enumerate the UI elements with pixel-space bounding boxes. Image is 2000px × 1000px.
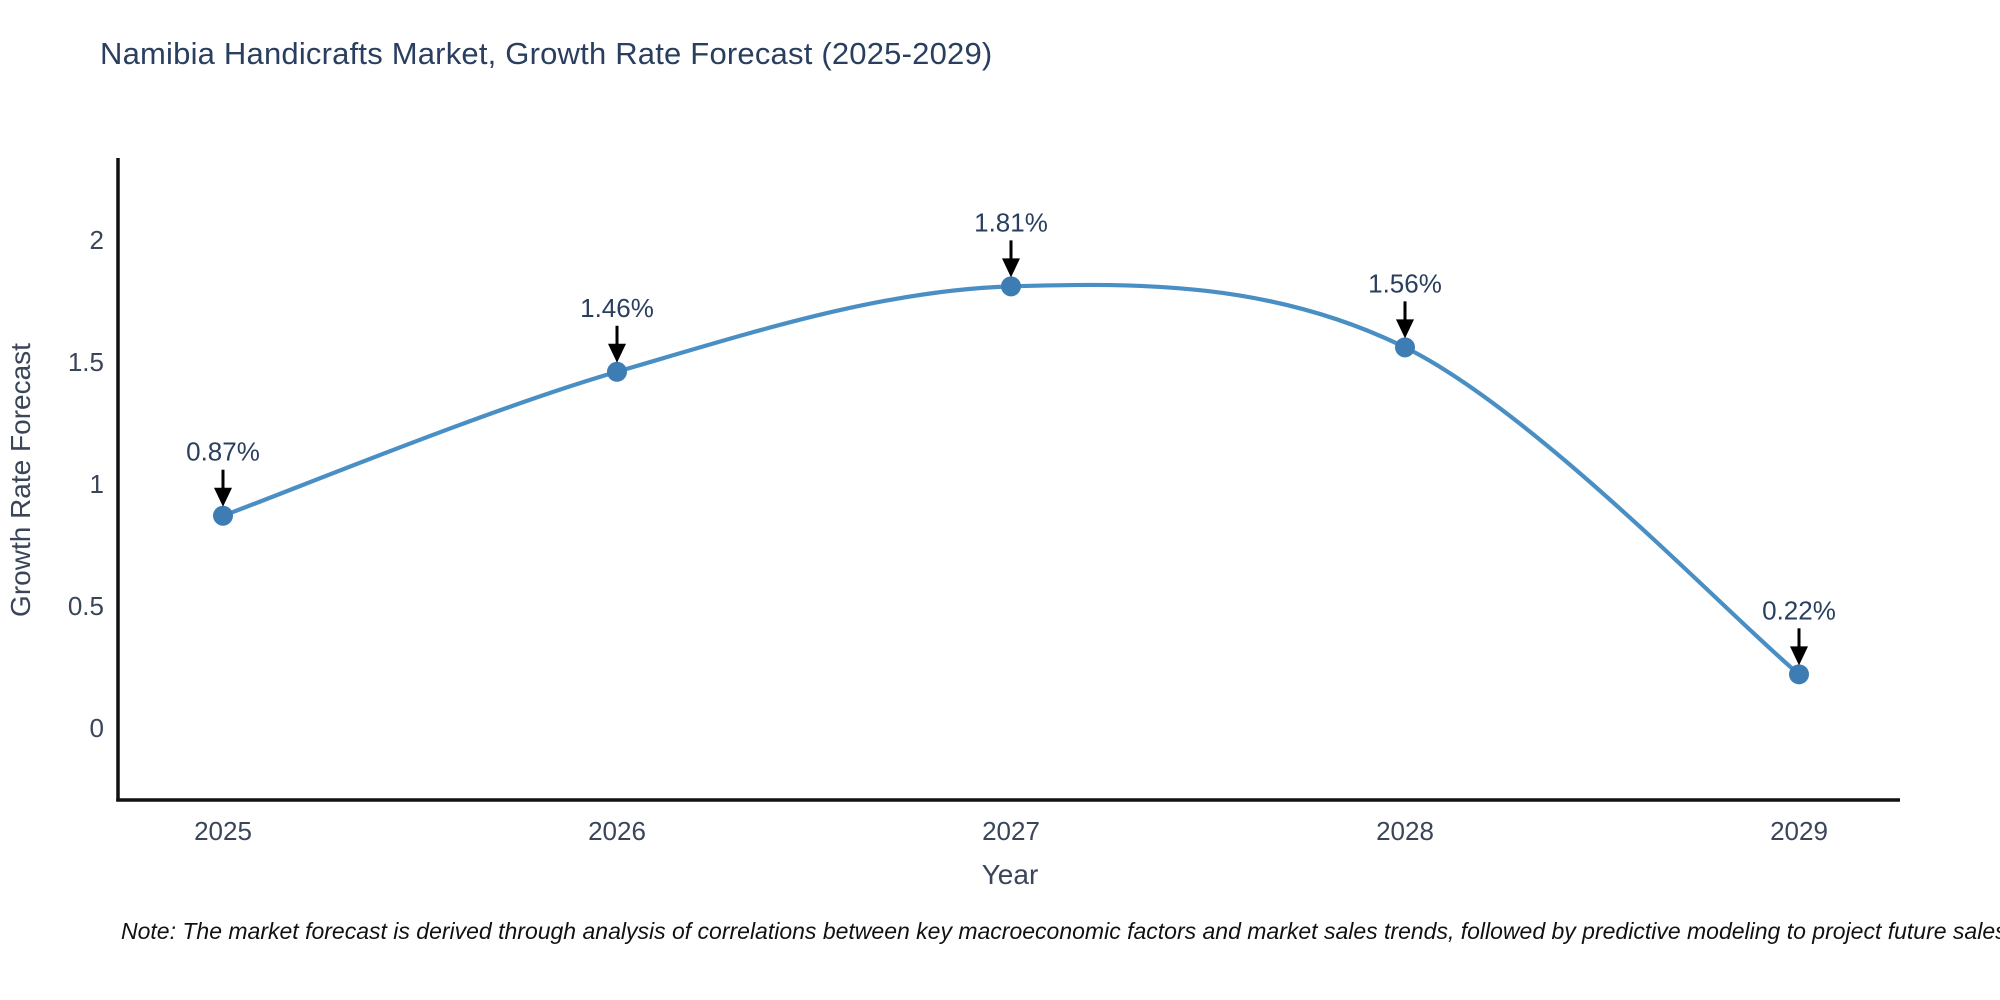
y-tick-label: 1 [90, 469, 104, 499]
annotation-arrowhead [1396, 319, 1414, 339]
data-point-label: 1.56% [1368, 268, 1442, 298]
x-tick-label: 2029 [1770, 816, 1828, 846]
chart-title: Namibia Handicrafts Market, Growth Rate … [100, 36, 993, 71]
x-axis-title: Year [982, 859, 1039, 890]
x-tick-label: 2028 [1376, 816, 1434, 846]
data-point-label: 1.46% [580, 293, 654, 323]
chart-footnote: Note: The market forecast is derived thr… [121, 918, 2000, 944]
y-tick-label: 1.5 [68, 347, 104, 377]
y-tick-label: 2 [90, 225, 104, 255]
x-tick-label: 2027 [982, 816, 1040, 846]
data-point-label: 0.22% [1762, 595, 1836, 625]
data-point-marker [213, 505, 233, 526]
data-point-label: 0.87% [186, 437, 260, 467]
x-tick-label: 2026 [588, 816, 646, 846]
data-point-marker [1789, 664, 1809, 685]
x-tick-label: 2025 [194, 816, 252, 846]
data-point-marker [1395, 337, 1415, 358]
data-point-marker [1001, 276, 1021, 297]
annotation-arrowhead [608, 343, 626, 363]
y-tick-label: 0 [90, 713, 104, 743]
y-axis-title: Growth Rate Forecast [5, 343, 36, 617]
annotation-arrowhead [1002, 258, 1020, 278]
data-point-label: 1.81% [974, 207, 1048, 237]
annotation-arrowhead [1790, 646, 1808, 666]
data-point-marker [607, 361, 627, 382]
y-tick-label: 0.5 [68, 591, 104, 621]
forecast-line [220, 282, 1802, 677]
annotation-arrowhead [214, 487, 232, 507]
